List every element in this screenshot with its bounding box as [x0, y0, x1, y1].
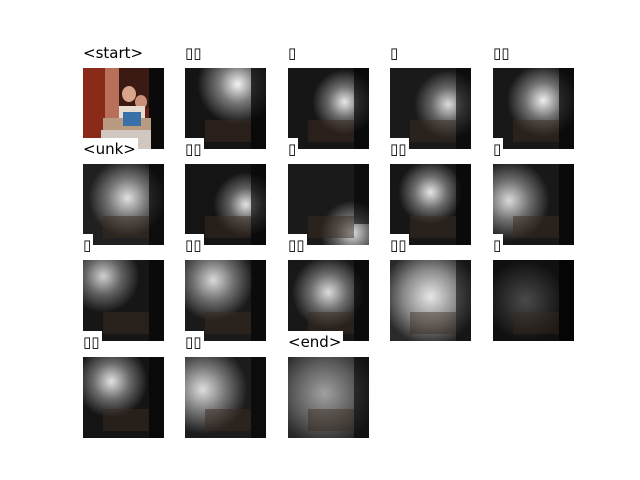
attention-map-art — [390, 68, 471, 149]
token-label: <end> — [288, 331, 344, 353]
attention-map-art — [288, 164, 369, 245]
attention-map-art — [288, 357, 369, 438]
attention-map-art — [185, 68, 266, 149]
attention-map — [390, 68, 471, 149]
attention-map-art — [83, 164, 164, 245]
attention-map — [83, 357, 164, 438]
attention-map-art — [390, 164, 471, 245]
attention-map — [288, 164, 369, 245]
token-label: <start> — [83, 42, 146, 64]
original-image — [83, 68, 164, 149]
token-label: ▯▯ — [185, 138, 204, 160]
attention-map — [493, 164, 574, 245]
attention-map — [390, 164, 471, 245]
attention-map-art — [185, 260, 266, 341]
token-label: ▯▯ — [185, 331, 204, 353]
attention-map-art — [185, 357, 266, 438]
attention-map-art — [390, 260, 471, 341]
attention-map — [185, 260, 266, 341]
attention-map-art — [83, 357, 164, 438]
attention-map-art — [288, 260, 369, 341]
token-label: <unk> — [83, 138, 138, 160]
attention-map — [83, 164, 164, 245]
token-label: ▯ — [288, 42, 299, 64]
token-label: ▯▯ — [493, 42, 512, 64]
token-label: ▯▯ — [185, 234, 204, 256]
token-label: ▯▯ — [288, 234, 307, 256]
attention-map-art — [185, 164, 266, 245]
token-label: ▯ — [83, 234, 94, 256]
attention-map — [288, 68, 369, 149]
attention-map — [185, 164, 266, 245]
attention-map-art — [493, 68, 574, 149]
attention-map — [493, 260, 574, 341]
attention-map — [185, 357, 266, 438]
attention-map — [390, 260, 471, 341]
token-label: ▯ — [288, 138, 299, 160]
original-image-art — [83, 68, 164, 149]
attention-map — [83, 260, 164, 341]
attention-map-art — [493, 260, 574, 341]
attention-map — [185, 68, 266, 149]
attention-map — [288, 260, 369, 341]
attention-map-art — [83, 260, 164, 341]
token-label: ▯▯ — [83, 331, 102, 353]
attention-map — [493, 68, 574, 149]
token-label: ▯ — [390, 42, 401, 64]
attention-map-art — [493, 164, 574, 245]
attention-map — [288, 357, 369, 438]
token-label: ▯▯ — [390, 138, 409, 160]
token-label: ▯ — [493, 138, 504, 160]
token-label: ▯ — [493, 234, 504, 256]
token-label: ▯▯ — [185, 42, 204, 64]
token-label: ▯▯ — [390, 234, 409, 256]
attention-map-art — [288, 68, 369, 149]
